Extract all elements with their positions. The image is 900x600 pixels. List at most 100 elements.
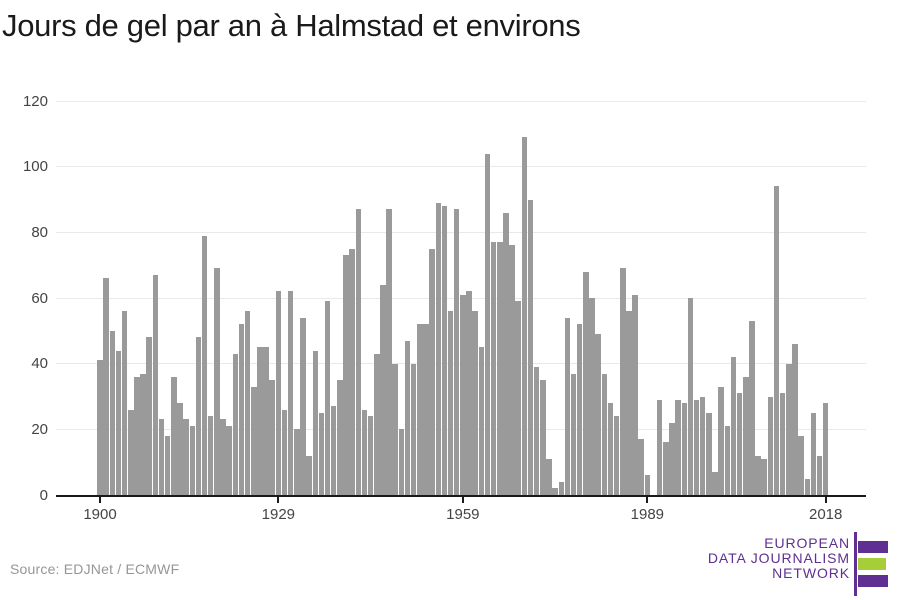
bar-2001 [718, 386, 724, 495]
y-tick-label-0: 0 [39, 486, 48, 504]
bar-1999 [706, 412, 712, 495]
x-tick-mark-1959 [461, 496, 464, 503]
x-tick-mark-1900 [99, 496, 101, 503]
bar-1973 [546, 458, 552, 495]
bar-1933 [300, 317, 306, 495]
bar-2007 [755, 455, 761, 495]
x-tick-label-1929: 1929 [261, 506, 296, 523]
bar-1950 [404, 340, 411, 495]
bar-2011 [779, 393, 786, 495]
bar-1970 [527, 199, 534, 495]
source-note: Source: EDJNet / ECMWF [10, 561, 180, 577]
bar-1934 [306, 455, 312, 495]
bar-1974 [552, 488, 558, 495]
bar-1951 [410, 363, 417, 495]
bar-1940 [343, 255, 349, 495]
bar-1908 [146, 337, 152, 495]
x-tick-label-2018: 2018 [809, 506, 843, 523]
bar-1963 [484, 153, 491, 495]
bar-1925 [251, 386, 257, 495]
bar-1916 [195, 337, 202, 495]
bar-1996 [687, 298, 694, 495]
bar-2017 [816, 455, 823, 495]
bar-1975 [558, 481, 564, 495]
bar-1991 [656, 399, 663, 495]
bar-1961 [472, 311, 478, 495]
bar-1980 [589, 298, 595, 495]
bar-1915 [189, 426, 195, 495]
bar-1956 [441, 206, 448, 495]
bar-2016 [810, 412, 817, 495]
bar-2003 [730, 357, 737, 495]
x-tick-mark-1929 [277, 496, 280, 503]
bar-1903 [115, 350, 122, 495]
bar-1910 [158, 419, 165, 495]
logo-color-block-green [858, 558, 886, 570]
bar-1962 [478, 347, 485, 495]
logo-divider [854, 532, 857, 596]
bar-1972 [540, 380, 546, 495]
bar-2002 [724, 426, 731, 495]
bar-1977 [570, 373, 577, 495]
bar-1985 [620, 268, 626, 495]
bar-1918 [207, 416, 214, 495]
bar-1978 [576, 324, 583, 495]
gridline-y-80 [56, 231, 866, 233]
bar-1987 [632, 294, 638, 495]
bar-1935 [312, 350, 318, 495]
x-tick-mark-1989 [646, 496, 649, 503]
x-tick-label-1900: 1900 [83, 506, 117, 523]
bar-1984 [613, 416, 620, 495]
bar-1911 [164, 435, 171, 495]
bar-1902 [109, 330, 116, 495]
logo-line-data-journalism: DATA JOURNALISM [707, 550, 850, 566]
bar-1947 [386, 209, 392, 495]
bar-1905 [128, 409, 134, 495]
bar-1945 [374, 353, 380, 495]
bar-1921 [226, 426, 232, 495]
bar-1930 [281, 409, 288, 495]
bar-1909 [152, 275, 159, 495]
bar-2006 [749, 320, 755, 495]
bar-1901 [103, 278, 109, 495]
y-tick-label-80: 80 [31, 223, 48, 241]
bar-1929 [275, 291, 282, 495]
bar-1966 [503, 212, 509, 495]
bar-1904 [121, 311, 128, 495]
bar-1937 [324, 301, 331, 495]
bar-2010 [773, 186, 780, 495]
bar-1969 [521, 137, 528, 495]
bar-1919 [214, 268, 220, 495]
bar-1998 [699, 396, 706, 495]
logo-color-block-purple-bottom [858, 575, 888, 587]
bar-1958 [453, 209, 460, 495]
bar-1922 [232, 353, 239, 495]
bar-1994 [675, 399, 681, 495]
bar-1900 [97, 360, 103, 495]
bar-2013 [792, 343, 798, 495]
bar-1932 [294, 429, 300, 495]
bar-1954 [429, 248, 435, 495]
x-tick-mark-2018 [824, 496, 827, 503]
logo-color-block-purple-top [858, 541, 888, 553]
y-tick-label-20: 20 [31, 420, 48, 438]
bar-1992 [663, 442, 669, 495]
bar-1995 [681, 403, 687, 495]
bar-1955 [435, 202, 441, 495]
bar-1982 [601, 373, 608, 495]
gridline-y-120 [56, 100, 866, 102]
y-tick-label-100: 100 [22, 158, 48, 176]
edjnet-logo-text: EUROPEAN DATA JOURNALISM NETWORK [650, 536, 850, 581]
bar-1949 [398, 429, 405, 495]
bar-1948 [392, 363, 398, 495]
bar-1939 [337, 380, 343, 495]
bar-1928 [269, 380, 275, 495]
bar-1920 [220, 419, 226, 495]
bar-2000 [712, 472, 718, 495]
bar-2005 [743, 376, 749, 495]
bar-1923 [238, 324, 245, 495]
bar-1917 [201, 235, 208, 495]
y-tick-label-40: 40 [31, 355, 48, 373]
bar-1981 [595, 334, 601, 495]
